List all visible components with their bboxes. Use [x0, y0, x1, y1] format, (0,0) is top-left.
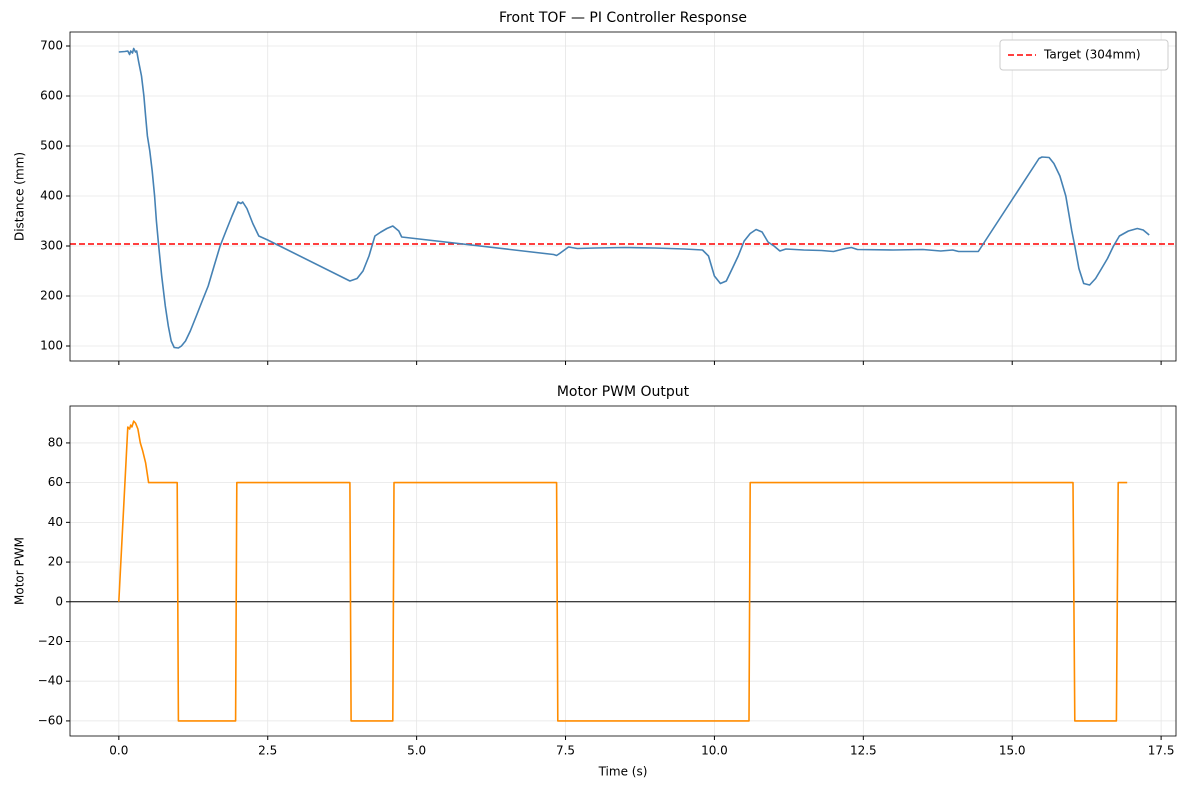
x-tick-label: 2.5: [258, 744, 277, 758]
y-tick-label: −60: [38, 713, 63, 727]
legend: [999, 39, 1169, 71]
plot-frame: [69, 31, 1177, 362]
plot-area: [70, 32, 1176, 361]
y-tick-label: 200: [40, 289, 63, 303]
y-tick-label: 300: [40, 239, 63, 253]
y-tick-label: 60: [48, 475, 63, 489]
y-tick-label: 500: [40, 139, 63, 153]
x-tick-label: 15.0: [999, 744, 1026, 758]
y-tick-label: 20: [48, 555, 63, 569]
y-tick-label: 80: [48, 435, 63, 449]
x-tick-label: 17.5: [1148, 744, 1175, 758]
y-tick-label: −40: [38, 674, 63, 688]
x-tick-label: 12.5: [850, 744, 877, 758]
data-line: [118, 47, 1150, 349]
y-tick-label: 40: [48, 515, 63, 529]
chart-title: Motor PWM Output: [557, 384, 690, 400]
y-axis-label: Motor PWM: [13, 537, 27, 605]
x-tick-label: 5.0: [407, 744, 426, 758]
y-tick-label: 600: [40, 89, 63, 103]
y-tick-label: 0: [55, 594, 63, 608]
data-line: [118, 420, 1128, 722]
chart-title: Front TOF — PI Controller Response: [499, 10, 747, 26]
y-axis-label: Distance (mm): [13, 152, 27, 241]
y-tick-label: 100: [40, 339, 63, 353]
y-tick-label: 700: [40, 39, 63, 53]
x-tick-label: 0.0: [109, 744, 128, 758]
x-tick-label: 7.5: [556, 744, 575, 758]
plot-frame: [69, 405, 1177, 737]
y-tick-label: 400: [40, 189, 63, 203]
x-axis-label: Time (s): [598, 765, 648, 779]
y-tick-label: −20: [38, 634, 63, 648]
legend-label: Target (304mm): [1043, 48, 1141, 62]
x-tick-label: 10.0: [701, 744, 728, 758]
